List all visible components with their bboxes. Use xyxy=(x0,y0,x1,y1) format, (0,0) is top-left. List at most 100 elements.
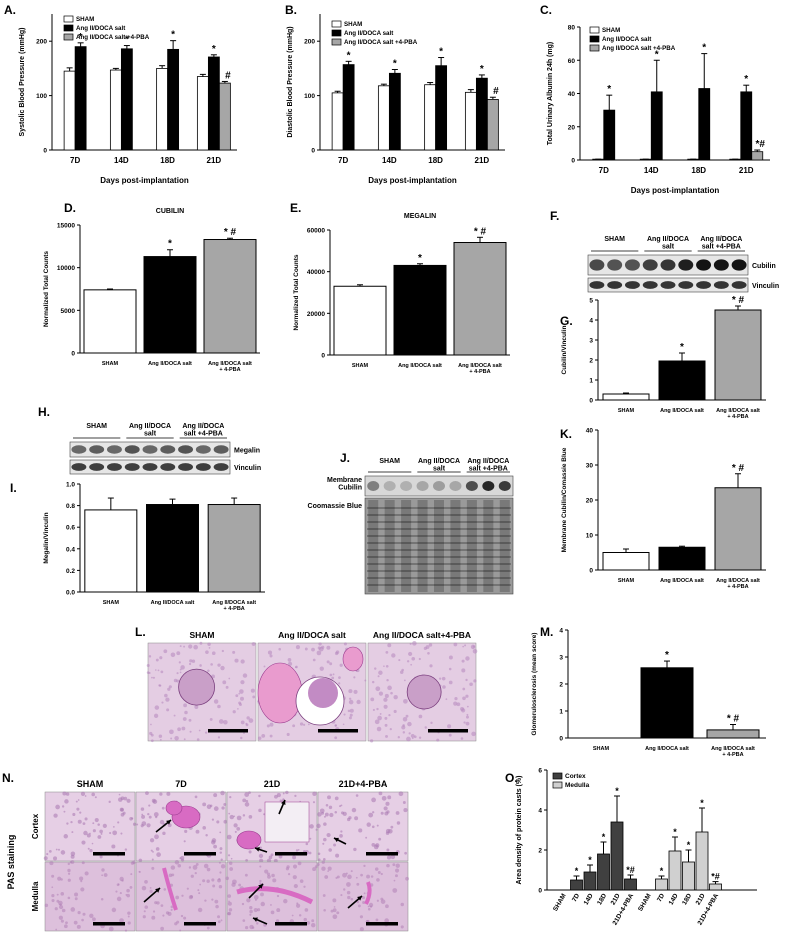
legend-label: Ang II/DOCA salt +4-PBA xyxy=(344,39,418,46)
cell xyxy=(170,905,174,909)
y-axis-label: Normalized Total Counts xyxy=(293,254,300,330)
x-tick-label: Ang II/DOCA salt xyxy=(660,578,704,584)
cell xyxy=(466,705,469,708)
significance-marker: * xyxy=(744,74,748,85)
bar xyxy=(602,393,650,401)
cell xyxy=(276,894,280,898)
cell xyxy=(141,814,146,819)
cell xyxy=(359,927,364,932)
cell xyxy=(151,866,155,870)
cell xyxy=(375,686,381,692)
cell xyxy=(326,660,330,664)
cell xyxy=(74,897,78,901)
cell xyxy=(46,852,49,856)
cell xyxy=(332,914,338,920)
cell xyxy=(377,715,382,721)
cell xyxy=(212,884,216,888)
row-label: Medulla xyxy=(31,881,40,911)
cell xyxy=(388,828,393,834)
cell xyxy=(331,676,335,680)
cell xyxy=(58,900,63,906)
x-tick-label: 18D xyxy=(681,892,693,906)
cell xyxy=(194,795,198,799)
scale-bar xyxy=(93,852,125,856)
cell xyxy=(318,858,321,861)
cell xyxy=(384,723,388,727)
cell xyxy=(77,819,82,824)
cell xyxy=(368,812,374,818)
micrograph xyxy=(316,860,409,932)
cell xyxy=(138,858,143,863)
cell xyxy=(168,685,172,689)
x-tick-label: 7D xyxy=(656,892,666,903)
cell xyxy=(376,899,379,902)
blot-band xyxy=(449,481,462,491)
x-tick-label: 7D xyxy=(70,156,80,165)
x-tick-label: 21D xyxy=(739,166,754,175)
cell xyxy=(236,815,242,821)
cell xyxy=(401,725,406,730)
cell xyxy=(228,677,231,680)
cell xyxy=(239,703,242,706)
cell xyxy=(251,642,256,646)
cell xyxy=(180,665,185,670)
bar xyxy=(714,487,762,571)
cell xyxy=(245,925,249,930)
cell xyxy=(366,874,370,879)
cell xyxy=(170,652,176,658)
cell xyxy=(465,678,468,682)
x-tick-label: 7D xyxy=(571,892,581,903)
arrow-head xyxy=(334,837,339,843)
cell xyxy=(391,653,396,658)
cell xyxy=(80,887,85,892)
cell xyxy=(374,719,380,725)
cell xyxy=(266,724,270,728)
label-line: salt xyxy=(144,431,157,438)
cell xyxy=(248,791,251,795)
blot-band xyxy=(195,445,211,454)
cell xyxy=(220,858,223,861)
cell xyxy=(292,724,296,728)
cell xyxy=(342,872,347,878)
cell xyxy=(44,903,49,908)
blot-band xyxy=(660,281,676,289)
cell xyxy=(241,902,245,906)
cell xyxy=(178,661,181,664)
cell xyxy=(418,714,423,719)
cell xyxy=(205,650,209,654)
cell xyxy=(161,701,164,704)
cell xyxy=(141,885,147,891)
significance-marker: * xyxy=(602,832,606,842)
x-tick-label: Ang II/DOCA salt xyxy=(645,746,689,752)
cell xyxy=(350,897,354,901)
label-line: Ang II/DOCA xyxy=(700,236,742,243)
cell xyxy=(342,723,345,726)
legend-swatch xyxy=(552,772,563,780)
label-line: + 4-PBA xyxy=(727,584,748,590)
cell xyxy=(363,864,366,868)
cell xyxy=(338,682,341,685)
cell xyxy=(181,894,184,897)
cell xyxy=(155,815,158,819)
cell xyxy=(328,805,333,810)
x-tick-label: 7D xyxy=(599,166,609,175)
cell xyxy=(65,792,70,796)
bar xyxy=(740,91,753,161)
cell xyxy=(376,726,382,732)
cell xyxy=(67,872,71,875)
cell xyxy=(304,647,308,651)
cell xyxy=(154,669,157,671)
blot-band xyxy=(624,259,640,271)
cell xyxy=(316,823,321,829)
cell xyxy=(71,831,74,834)
y-tick-label: 0 xyxy=(559,736,563,743)
cell xyxy=(188,895,193,900)
cell xyxy=(319,646,324,652)
cell xyxy=(306,921,311,925)
cell xyxy=(60,850,66,855)
cell xyxy=(236,826,241,831)
cell xyxy=(238,883,242,887)
cell xyxy=(80,880,83,883)
protein-cast xyxy=(162,867,178,911)
cell xyxy=(317,812,322,817)
